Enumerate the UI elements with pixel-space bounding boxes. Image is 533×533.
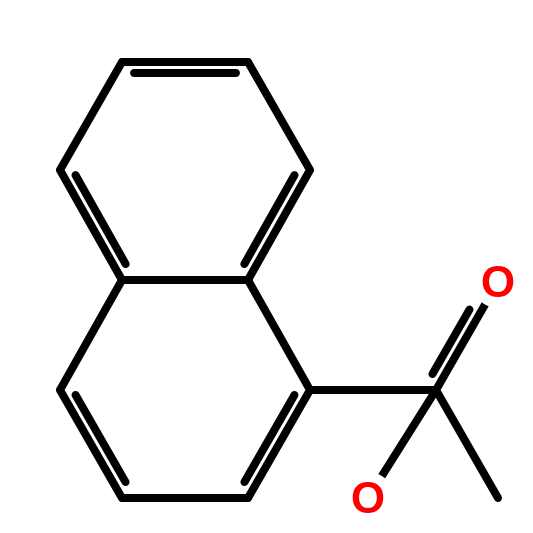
bond [76,395,126,482]
bond [248,62,310,170]
bond [248,170,310,280]
bond [248,390,310,498]
molecule-canvas: OO [0,0,533,533]
bond [436,390,498,498]
atom-label-O: O [351,474,385,523]
bond [244,175,294,264]
bond [76,175,126,264]
bond [60,170,122,280]
bond [60,280,122,390]
bond [382,390,436,476]
bond [248,280,310,390]
atom-label-O: O [481,258,515,307]
bond [60,62,122,170]
bond [244,395,294,482]
bond [60,390,122,498]
